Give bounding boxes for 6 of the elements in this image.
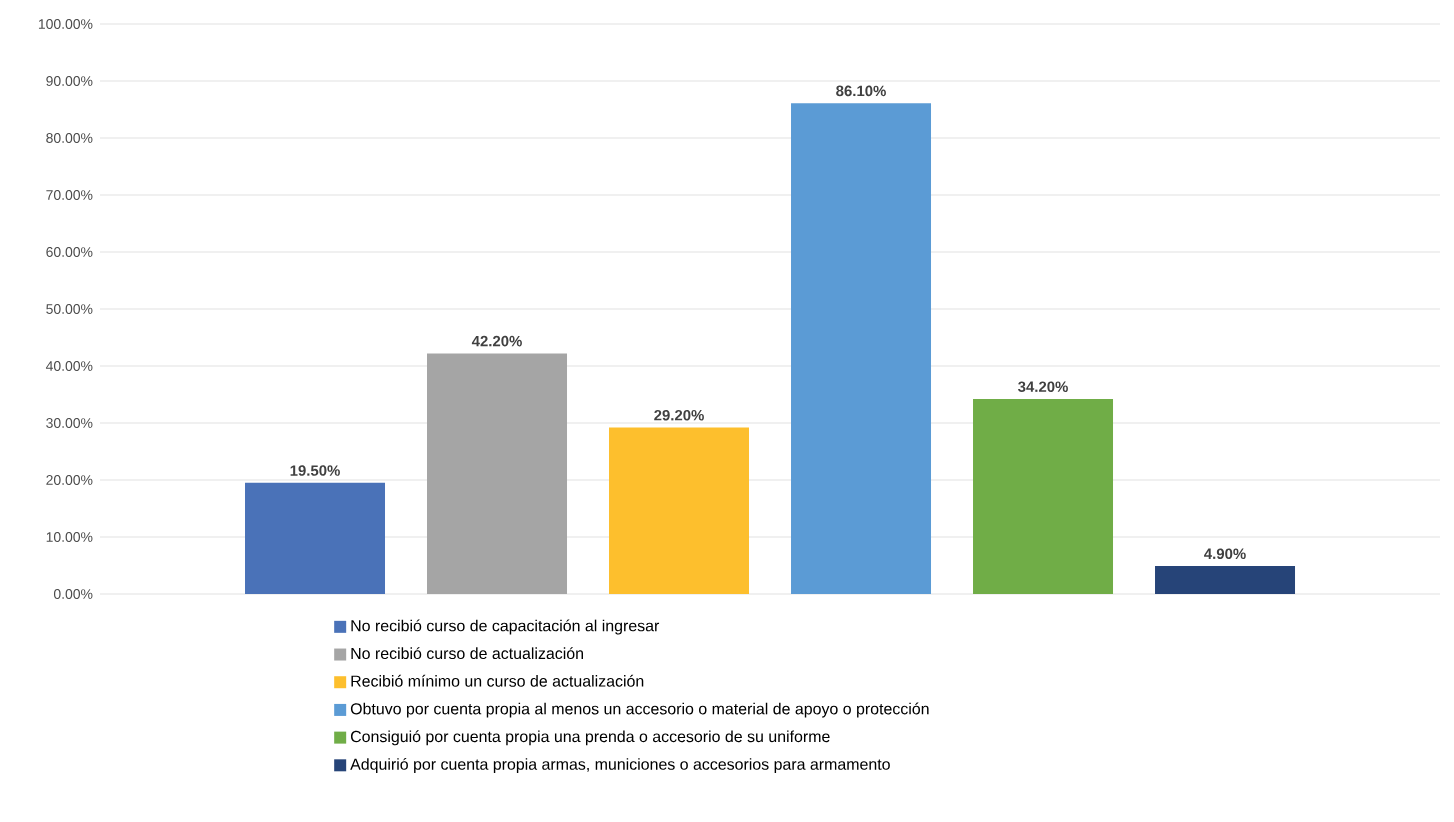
bar [609, 427, 750, 594]
bar [1155, 566, 1296, 594]
bar [973, 399, 1114, 594]
bar [245, 482, 386, 594]
bar [427, 353, 568, 594]
bar [791, 103, 932, 594]
